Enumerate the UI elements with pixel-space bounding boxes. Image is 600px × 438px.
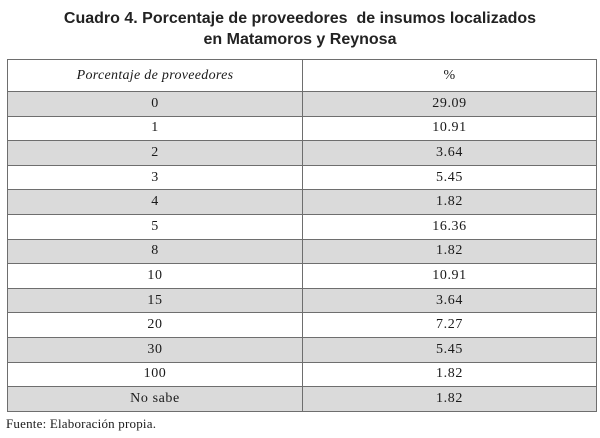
- cell-supplier-percentage: 1: [7, 115, 303, 142]
- cell-supplier-percentage: 0: [7, 91, 303, 117]
- table-row: 3 5.45: [7, 164, 597, 191]
- table-row: 8 1.82: [7, 238, 597, 265]
- table-row: 1 10.91: [7, 115, 597, 142]
- cell-supplier-percentage: 20: [7, 312, 303, 338]
- caption-line-2: en Matamoros y Reynosa: [203, 31, 397, 48]
- cell-supplier-percentage: 30: [7, 336, 303, 363]
- cell-percent: 5.45: [302, 164, 597, 191]
- cell-supplier-percentage: 2: [7, 140, 303, 166]
- cell-percent: 3.64: [302, 140, 597, 166]
- source-note: Fuente: Elaboración propia.: [6, 416, 157, 431]
- cell-supplier-percentage: 3: [7, 164, 303, 191]
- cell-supplier-percentage: 10: [7, 263, 303, 289]
- table-row: 0 29.09: [7, 91, 597, 117]
- cell-supplier-percentage: No sabe: [7, 386, 303, 412]
- cell-percent: 7.27: [302, 312, 597, 338]
- cell-percent: 5.45: [302, 336, 597, 363]
- table-row: No sabe 1.82: [7, 386, 597, 412]
- table-row: 20 7.27: [7, 312, 597, 338]
- table-header-row: Porcentaje de proveedores %: [7, 59, 597, 92]
- cell-supplier-percentage: 5: [7, 213, 303, 240]
- cell-percent: 29.09: [302, 91, 597, 117]
- table-row: 2 3.64: [7, 140, 597, 166]
- cell-percent: 10.91: [302, 115, 597, 142]
- cell-percent: 1.82: [302, 238, 597, 265]
- cell-percent: 10.91: [302, 263, 597, 289]
- table-row: 5 16.36: [7, 213, 597, 240]
- table-row: 15 3.64: [7, 287, 597, 314]
- cell-supplier-percentage: 15: [7, 287, 303, 314]
- table-row: 4 1.82: [7, 189, 597, 215]
- cell-percent: 1.82: [302, 361, 597, 388]
- cell-percent: 3.64: [302, 287, 597, 314]
- table-row: 10 10.91: [7, 263, 597, 289]
- table-caption: Cuadro 4. Porcentaje de proveedores de i…: [0, 8, 600, 50]
- table-row: 30 5.45: [7, 336, 597, 363]
- suppliers-percentage-table: Porcentaje de proveedores % 0 29.09 1 10.91…: [7, 59, 597, 412]
- cell-percent: 1.82: [302, 386, 597, 412]
- caption-line-1: Cuadro 4. Porcentaje de proveedores de i…: [63, 10, 537, 27]
- cell-supplier-percentage: 8: [7, 238, 303, 265]
- cell-supplier-percentage: 100: [7, 361, 303, 388]
- table-row: 100 1.82: [7, 361, 597, 388]
- cell-supplier-percentage: 4: [7, 189, 303, 215]
- cell-percent: 1.82: [302, 189, 597, 215]
- header-porcentaje-proveedores: Porcentaje de proveedores: [7, 59, 303, 92]
- cell-percent: 16.36: [302, 213, 597, 240]
- header-percent: %: [302, 59, 597, 92]
